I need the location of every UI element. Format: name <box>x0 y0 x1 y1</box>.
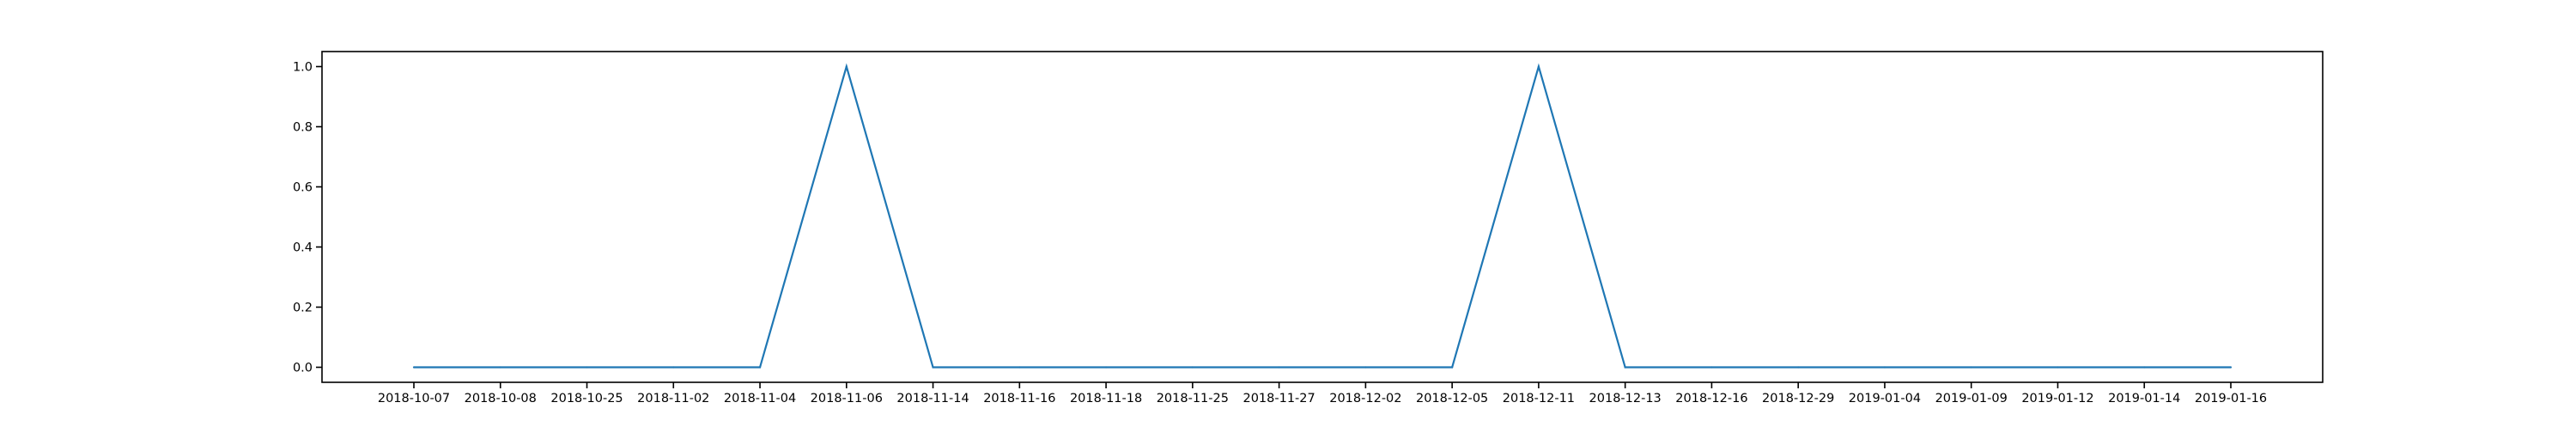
y-tick-label: 0.6 <box>293 181 313 195</box>
data-point <box>1451 366 1454 369</box>
data-point <box>1624 366 1626 369</box>
data-point <box>845 65 848 68</box>
x-tick-label: 2018-10-25 <box>550 392 623 406</box>
x-tick-label: 2018-12-16 <box>1675 392 1747 406</box>
axes-area <box>321 51 2324 383</box>
data-point <box>1364 366 1367 369</box>
x-tick-label: 2019-01-09 <box>1935 392 2008 406</box>
data-point <box>1537 65 1540 68</box>
data-point <box>932 366 934 369</box>
y-tick-label: 0.2 <box>293 302 313 315</box>
series-line <box>414 63 2231 369</box>
data-point <box>1710 366 1713 369</box>
x-tick-label: 2018-12-11 <box>1503 392 1575 406</box>
x-tick-label: 2018-12-13 <box>1589 392 1662 406</box>
tick-marks: 2018-10-07 2018-10-08 2018-10-25 2018-11-02… <box>293 61 2267 406</box>
x-tick-label: 2018-11-04 <box>724 392 796 406</box>
data-point <box>1278 366 1280 369</box>
x-tick-label: 2018-11-02 <box>637 392 709 406</box>
data-point <box>2229 366 2233 369</box>
data-point <box>1797 366 1800 369</box>
x-tick-label: 2018-11-16 <box>983 392 1055 406</box>
series-points <box>412 65 2233 369</box>
data-point <box>1970 366 1972 369</box>
x-tick-label: 2019-01-04 <box>1849 392 1921 406</box>
x-tick-label: 2018-12-29 <box>1762 392 1834 406</box>
data-point <box>1883 366 1886 369</box>
x-tick-label: 2018-11-18 <box>1070 392 1142 406</box>
x-tick-label: 2018-12-05 <box>1416 392 1488 406</box>
data-point <box>1018 366 1021 369</box>
y-tick-label: 1.0 <box>293 61 313 75</box>
y-tick-label: 0.0 <box>293 362 313 375</box>
x-tick-label: 2018-11-25 <box>1157 392 1229 406</box>
x-tick-label: 2018-10-08 <box>465 392 537 406</box>
y-tick-label: 0.8 <box>293 121 313 135</box>
x-tick-label: 2018-11-06 <box>811 392 883 406</box>
x-tick-label: 2018-11-14 <box>896 392 969 406</box>
data-point <box>586 366 588 369</box>
data-point <box>499 366 501 369</box>
x-tick-label: 2019-01-12 <box>2021 392 2093 406</box>
series-lines <box>414 63 2231 369</box>
data-point <box>1191 366 1194 369</box>
data-point <box>412 366 416 369</box>
x-tick-label: 2019-01-16 <box>2195 392 2267 406</box>
plot-frame <box>321 51 2324 383</box>
data-point <box>2143 366 2146 369</box>
x-tick-label: 2018-11-27 <box>1242 392 1315 406</box>
data-point <box>2057 366 2059 369</box>
y-tick-label: 0.4 <box>293 241 313 255</box>
x-tick-label: 2018-12-02 <box>1329 392 1401 406</box>
data-point <box>1104 366 1108 369</box>
x-tick-label: 2019-01-14 <box>2108 392 2180 406</box>
data-point <box>672 366 675 369</box>
x-tick-label: 2018-10-07 <box>378 392 450 406</box>
data-point <box>758 366 762 369</box>
